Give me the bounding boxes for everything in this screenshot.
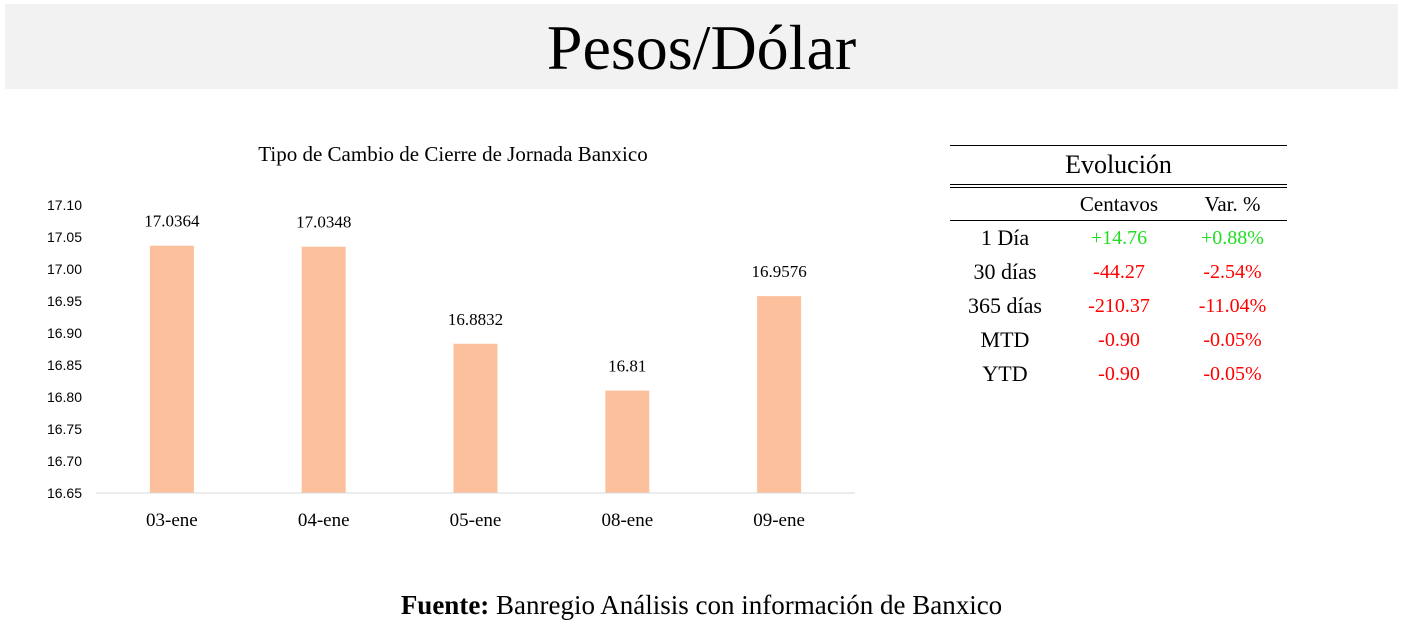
evolucion-table: Centavos Var. % 1 Día +14.76 +0.88% 30 días… xyxy=(950,188,1287,391)
row-var: -2.54% xyxy=(1203,260,1262,283)
row-var: -11.04% xyxy=(1198,294,1267,317)
evolucion-row: 365 días -210.37 -11.04% xyxy=(950,289,1287,323)
y-tick-label: 16.80 xyxy=(47,389,82,405)
source-text: Banregio Análisis con información de Ban… xyxy=(489,590,1003,620)
row-centavos: -0.90 xyxy=(1098,328,1140,351)
title-banner: Pesos/Dólar xyxy=(5,4,1398,89)
y-tick-label: 16.70 xyxy=(47,453,82,469)
bar-data-label: 17.0364 xyxy=(144,212,200,231)
row-label: MTD xyxy=(980,327,1030,352)
y-tick-label: 16.85 xyxy=(47,357,82,373)
row-var: +0.88% xyxy=(1201,226,1264,249)
row-centavos: -0.90 xyxy=(1098,362,1140,385)
category-label: 04-ene xyxy=(298,510,350,531)
bar-data-label: 16.8832 xyxy=(448,310,503,329)
row-centavos: +14.76 xyxy=(1090,226,1148,249)
evolucion-row: YTD -0.90 -0.05% xyxy=(950,357,1287,391)
evolucion-row: 30 días -44.27 -2.54% xyxy=(950,255,1287,289)
header-var: Var. % xyxy=(1178,188,1287,221)
y-tick-label: 16.65 xyxy=(47,485,82,501)
y-tick-label: 17.00 xyxy=(47,261,82,277)
y-axis-ticks: 17.10 17.05 17.00 16.95 16.90 16.85 16.80 16.75… xyxy=(47,197,82,501)
evolucion-row: MTD -0.90 -0.05% xyxy=(950,323,1287,357)
category-label: 05-ene xyxy=(450,510,502,531)
source-label: Fuente: xyxy=(400,590,490,620)
category-label: 09-ene xyxy=(753,510,805,531)
page-title: Pesos/Dólar xyxy=(546,11,857,83)
evolucion-header-row: Centavos Var. % xyxy=(950,188,1287,221)
category-labels: 03-ene 04-ene 05-ene 08-ene 09-ene xyxy=(146,510,805,531)
evolucion-title: Evolución xyxy=(1065,150,1172,179)
bar-data-label: 17.0348 xyxy=(296,213,351,232)
data-labels: 17.0364 17.0348 16.8832 16.81 16.9576 xyxy=(144,212,806,376)
chart-title: Tipo de Cambio de Cierre de Jornada Banx… xyxy=(258,142,647,166)
header-empty xyxy=(950,188,1060,221)
bar xyxy=(757,296,802,493)
evolucion-double-rule xyxy=(950,184,1287,188)
evolucion-row: 1 Día +14.76 +0.88% xyxy=(950,221,1287,256)
category-label: 08-ene xyxy=(601,510,653,531)
evolucion-top-rule xyxy=(950,145,1287,146)
source-footer: Fuente: Banregio Análisis con informació… xyxy=(0,590,1403,621)
category-label: 03-ene xyxy=(146,510,198,531)
bar xyxy=(605,390,650,493)
bar xyxy=(453,343,498,493)
row-var: -0.05% xyxy=(1203,328,1262,351)
y-tick-label: 16.95 xyxy=(47,293,82,309)
row-centavos: -210.37 xyxy=(1088,294,1150,317)
row-label: 1 Día xyxy=(980,225,1030,250)
exchange-rate-bar-chart: Tipo de Cambio de Cierre de Jornada Banx… xyxy=(47,142,855,531)
row-label: 30 días xyxy=(973,259,1037,284)
y-tick-label: 17.05 xyxy=(47,229,82,245)
bar xyxy=(301,246,346,493)
row-var: -0.05% xyxy=(1203,362,1262,385)
evolucion-panel: Evolución Centavos Var. % 1 Día +14.76 +0.… xyxy=(950,145,1287,391)
bars xyxy=(149,245,802,493)
y-tick-label: 16.90 xyxy=(47,325,82,341)
row-label: 365 días xyxy=(968,293,1042,318)
bar-data-label: 16.81 xyxy=(608,357,646,376)
header-centavos: Centavos xyxy=(1060,188,1178,221)
bar xyxy=(149,245,194,493)
row-label: YTD xyxy=(982,361,1028,386)
row-centavos: -44.27 xyxy=(1093,260,1145,283)
y-tick-label: 16.75 xyxy=(47,421,82,437)
bar-data-label: 16.9576 xyxy=(751,262,806,281)
y-tick-label: 17.10 xyxy=(47,197,82,213)
